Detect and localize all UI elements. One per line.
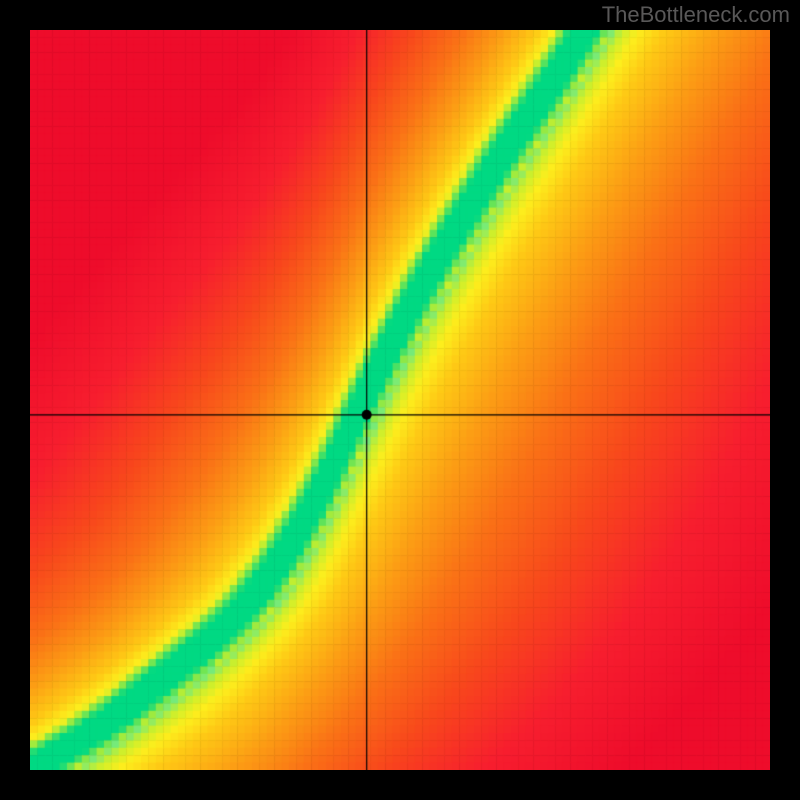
chart-container: TheBottleneck.com [0,0,800,800]
heatmap-canvas [30,30,770,770]
watermark-text: TheBottleneck.com [602,2,790,28]
